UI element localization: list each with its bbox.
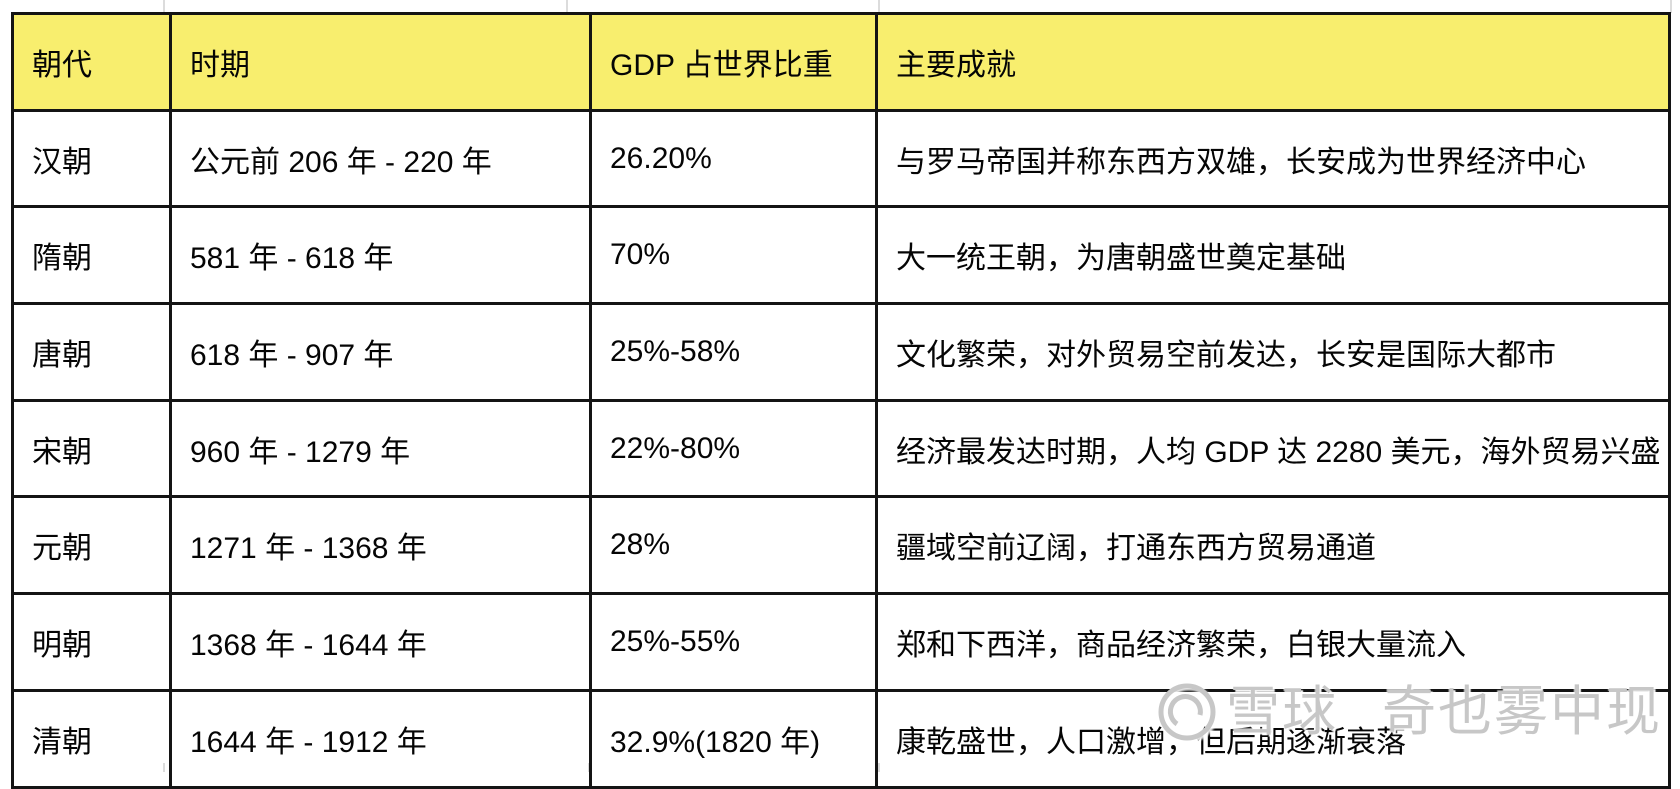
cell-achievements: 经济最发达时期，人均 GDP 达 2280 美元，海外贸易兴盛 bbox=[875, 398, 1671, 499]
cell-dynasty: 隋朝 bbox=[11, 205, 172, 306]
cell-dynasty: 唐朝 bbox=[11, 302, 172, 402]
cell-period: 581 年 - 618 年 bbox=[169, 205, 592, 306]
table-row: 唐朝 618 年 - 907 年 25%-58% 文化繁荣，对外贸易空前发达，长安是国… bbox=[11, 302, 1671, 402]
gridline bbox=[1670, 0, 1672, 13]
table-body: 汉朝 公元前 206 年 - 220 年 26.20% 与罗马帝国并称东西方双雄，长安… bbox=[11, 108, 1671, 789]
cell-period: 618 年 - 907 年 bbox=[169, 302, 592, 402]
cell-achievements: 文化繁荣，对外贸易空前发达，长安是国际大都市 bbox=[875, 302, 1671, 402]
column-header-period: 时期 bbox=[169, 12, 592, 112]
cell-period: 公元前 206 年 - 220 年 bbox=[169, 108, 592, 209]
gridline bbox=[878, 0, 880, 13]
table-row: 明朝 1368 年 - 1644 年 25%-55% 郑和下西洋，商品经济繁荣，白银大… bbox=[11, 592, 1671, 692]
cell-dynasty: 宋朝 bbox=[11, 398, 172, 499]
cell-achievements: 郑和下西洋，商品经济繁荣，白银大量流入 bbox=[875, 592, 1671, 692]
table-row: 元朝 1271 年 - 1368 年 28% 疆域空前辽阔，打通东西方贸易通道 bbox=[11, 495, 1671, 596]
cell-dynasty: 明朝 bbox=[11, 592, 172, 692]
table-row: 汉朝 公元前 206 年 - 220 年 26.20% 与罗马帝国并称东西方双雄，长安… bbox=[11, 108, 1671, 209]
cell-period: 1271 年 - 1368 年 bbox=[169, 495, 592, 596]
column-header-achievements: 主要成就 bbox=[875, 12, 1671, 112]
cell-dynasty: 元朝 bbox=[11, 495, 172, 596]
dynasty-gdp-table: 朝代 时期 GDP 占世界比重 主要成就 汉朝 公元前 206 年 - 220 年… bbox=[11, 12, 1671, 789]
cell-gdp: 70% bbox=[589, 205, 878, 306]
column-header-gdp-share: GDP 占世界比重 bbox=[589, 12, 878, 112]
gridline bbox=[566, 0, 568, 13]
gridline bbox=[163, 0, 165, 13]
cell-period: 1368 年 - 1644 年 bbox=[169, 592, 592, 692]
header-row: 朝代 时期 GDP 占世界比重 主要成就 bbox=[11, 12, 1671, 112]
cell-gdp: 25%-55% bbox=[589, 592, 878, 692]
table-row: 清朝 1644 年 - 1912 年 32.9%(1820 年) 康乾盛世，人口激增，… bbox=[11, 688, 1671, 789]
table-row: 宋朝 960 年 - 1279 年 22%-80% 经济最发达时期，人均 GDP 达 … bbox=[11, 398, 1671, 499]
cell-period: 960 年 - 1279 年 bbox=[169, 398, 592, 499]
cell-dynasty: 清朝 bbox=[11, 688, 172, 789]
cell-gdp: 25%-58% bbox=[589, 302, 878, 402]
column-header-dynasty: 朝代 bbox=[11, 12, 172, 112]
cell-gdp: 26.20% bbox=[589, 108, 878, 209]
cell-achievements: 大一统王朝，为唐朝盛世奠定基础 bbox=[875, 205, 1671, 306]
cell-achievements: 与罗马帝国并称东西方双雄，长安成为世界经济中心 bbox=[875, 108, 1671, 209]
cell-achievements: 疆域空前辽阔，打通东西方贸易通道 bbox=[875, 495, 1671, 596]
cell-achievements: 康乾盛世，人口激增，但后期逐渐衰落 bbox=[875, 688, 1671, 789]
cell-gdp: 28% bbox=[589, 495, 878, 596]
cell-gdp: 32.9%(1820 年) bbox=[589, 688, 878, 789]
cell-period: 1644 年 - 1912 年 bbox=[169, 688, 592, 789]
table-row: 隋朝 581 年 - 618 年 70% 大一统王朝，为唐朝盛世奠定基础 bbox=[11, 205, 1671, 306]
cell-gdp: 22%-80% bbox=[589, 398, 878, 499]
cell-dynasty: 汉朝 bbox=[11, 108, 172, 209]
